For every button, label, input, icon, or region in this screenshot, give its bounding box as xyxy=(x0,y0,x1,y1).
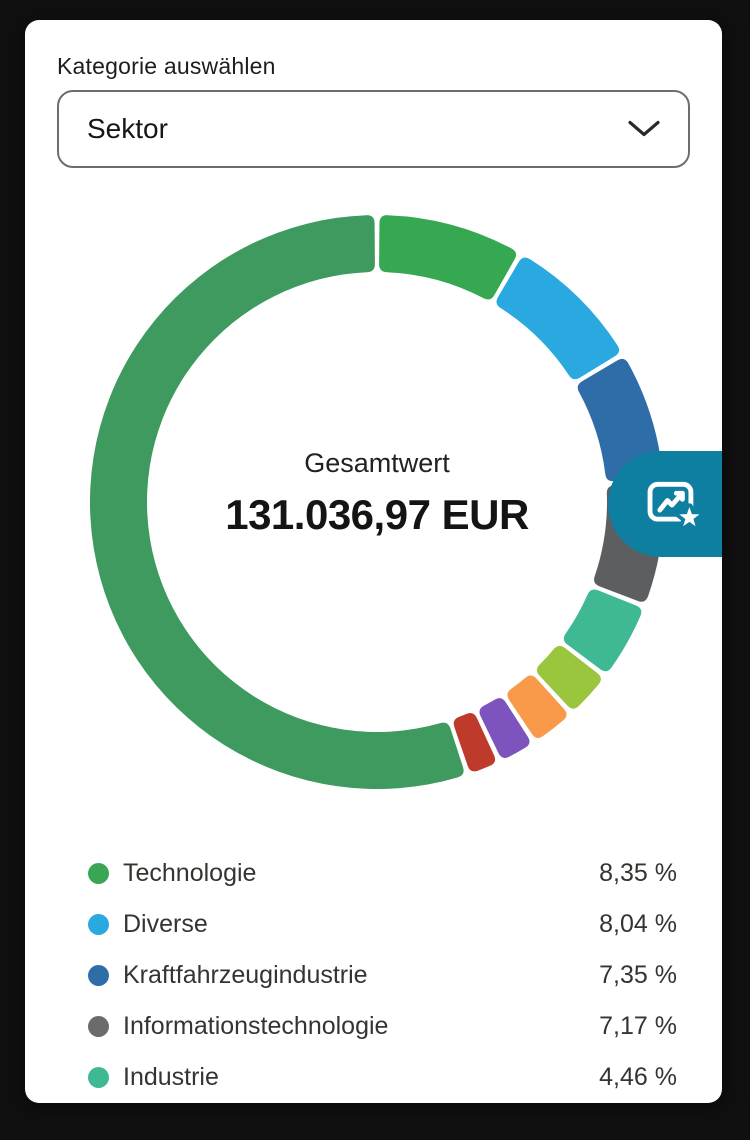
legend-color-dot xyxy=(88,914,109,935)
legend-item-label: Informationstechnologie xyxy=(123,1012,389,1040)
legend-color-dot xyxy=(88,863,109,884)
donut-segment-diverse[interactable] xyxy=(496,257,620,380)
donut-segment[interactable] xyxy=(453,713,496,772)
legend-item-percent: 7,35 % xyxy=(599,961,677,989)
legend-color-dot xyxy=(88,1067,109,1088)
category-select-value: Sektor xyxy=(87,113,168,144)
donut-segment-technologie[interactable] xyxy=(379,215,517,300)
category-select-label: Kategorie auswählen xyxy=(57,53,276,79)
category-select[interactable]: Sektor xyxy=(57,90,690,168)
donut-segment[interactable] xyxy=(89,215,464,789)
donut-segment-kraftfahrzeugindustrie[interactable] xyxy=(577,358,663,482)
legend-item-percent: 8,35 % xyxy=(599,859,677,887)
legend-item-technologie[interactable]: Technologie 8,35 % xyxy=(88,848,677,899)
donut-segment[interactable] xyxy=(507,675,567,738)
legend-item-industrie[interactable]: Industrie 4,46 % xyxy=(88,1052,677,1103)
legend-item-label: Diverse xyxy=(123,910,208,938)
legend-item-percent: 4,46 % xyxy=(599,1063,677,1091)
donut-segment[interactable] xyxy=(479,698,530,758)
chart-trend-star-icon xyxy=(647,481,703,529)
donut-chart xyxy=(89,215,664,789)
legend-item-percent: 7,17 % xyxy=(599,1012,677,1040)
legend-item-informationstechnologie[interactable]: Informationstechnologie 7,17 % xyxy=(88,1001,677,1052)
legend-item-label: Industrie xyxy=(123,1063,219,1091)
legend-color-dot xyxy=(88,1016,109,1037)
star-icon xyxy=(675,503,703,529)
legend-item-label: Kraftfahrzeugindustrie xyxy=(123,961,368,989)
chevron-down-icon xyxy=(628,120,660,137)
legend-item-diverse[interactable]: Diverse 8,04 % xyxy=(88,899,677,950)
legend-color-dot xyxy=(88,965,109,986)
portfolio-analysis-button[interactable] xyxy=(608,451,722,557)
legend-item-label: Technologie xyxy=(123,859,257,887)
portfolio-allocation-card: Kategorie auswählen Sektor Gesamtwert 13… xyxy=(25,20,722,1103)
legend-item-kraftfahrzeugindustrie[interactable]: Kraftfahrzeugindustrie 7,35 % xyxy=(88,950,677,1001)
donut-segment-industrie[interactable] xyxy=(563,589,642,672)
donut-segment[interactable] xyxy=(536,645,601,709)
legend-item-percent: 8,04 % xyxy=(599,910,677,938)
sector-legend: Technologie 8,35 % Diverse 8,04 % Kraftf… xyxy=(88,848,677,1103)
